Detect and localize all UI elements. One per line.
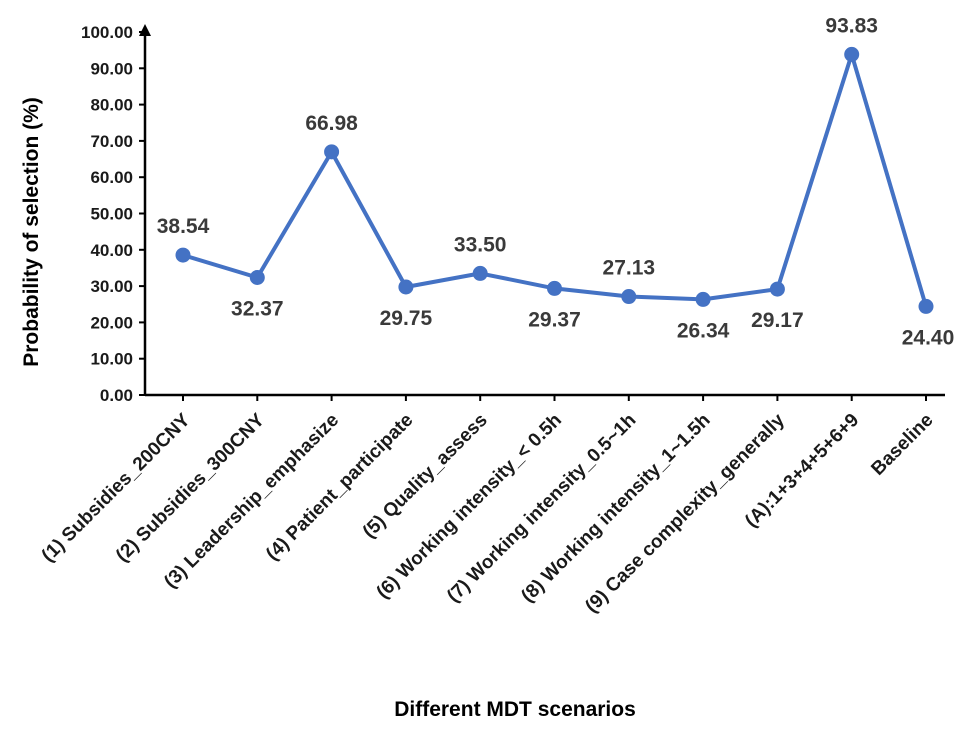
y-tick-label: 0.00 bbox=[100, 386, 133, 405]
data-label: 27.13 bbox=[603, 257, 656, 280]
y-tick-label: 10.00 bbox=[90, 350, 133, 369]
y-tick-label: 20.00 bbox=[90, 313, 133, 332]
y-tick-label: 70.00 bbox=[90, 132, 133, 151]
y-tick-label: 30.00 bbox=[90, 277, 133, 296]
y-tick-label: 50.00 bbox=[90, 205, 133, 224]
x-axis-title: Different MDT scenarios bbox=[394, 698, 636, 721]
series-layer bbox=[175, 46, 934, 314]
data-label: 29.17 bbox=[751, 309, 804, 332]
x-tick-label: (2) Subsidies_300CNY bbox=[112, 409, 269, 566]
x-tick-label: (1) Subsidies_200CNY bbox=[38, 409, 195, 566]
data-point bbox=[175, 247, 191, 263]
data-label: 24.40 bbox=[902, 326, 955, 349]
data-label: 38.54 bbox=[157, 215, 210, 238]
y-axis-arrow bbox=[139, 24, 151, 36]
x-tick-label: (5) Quality_assess bbox=[359, 410, 492, 543]
data-point bbox=[249, 269, 265, 285]
y-tick-label: 90.00 bbox=[90, 59, 133, 78]
y-tick-label: 60.00 bbox=[90, 168, 133, 187]
data-point bbox=[398, 279, 414, 295]
y-tick-label: 40.00 bbox=[90, 241, 133, 260]
data-point bbox=[324, 144, 340, 160]
data-point bbox=[472, 265, 488, 281]
data-point bbox=[547, 280, 562, 296]
x-tick-label: Baseline bbox=[867, 410, 937, 480]
data-point bbox=[621, 289, 637, 305]
data-label: 32.37 bbox=[231, 297, 284, 320]
x-axis: (1) Subsidies_200CNY(2) Subsidies_300CNY… bbox=[38, 393, 945, 617]
y-tick-label: 80.00 bbox=[90, 96, 133, 115]
data-point bbox=[918, 298, 934, 314]
data-point bbox=[695, 291, 711, 307]
data-point bbox=[844, 46, 860, 62]
series-line bbox=[182, 52, 928, 307]
data-label: 29.75 bbox=[380, 307, 433, 330]
data-label-layer: 38.54 32.37 66.98 29.75 33.50 29.37 27.13 26.34… bbox=[157, 14, 955, 349]
y-axis-title: Probability of selection (%) bbox=[20, 97, 43, 367]
x-tick-label: (4) Patient_participate bbox=[262, 410, 417, 565]
data-label: 33.50 bbox=[454, 233, 507, 256]
data-label: 66.98 bbox=[305, 112, 358, 135]
data-label: 93.83 bbox=[825, 14, 878, 37]
data-label: 29.37 bbox=[528, 308, 581, 331]
data-label: 26.34 bbox=[677, 319, 730, 342]
y-tick-label: 100.00 bbox=[81, 23, 133, 42]
data-point bbox=[769, 281, 785, 297]
y-axis: 0.00 10.00 20.00 30.00 40.00 50.00 60.00 70.00 8… bbox=[81, 23, 151, 405]
